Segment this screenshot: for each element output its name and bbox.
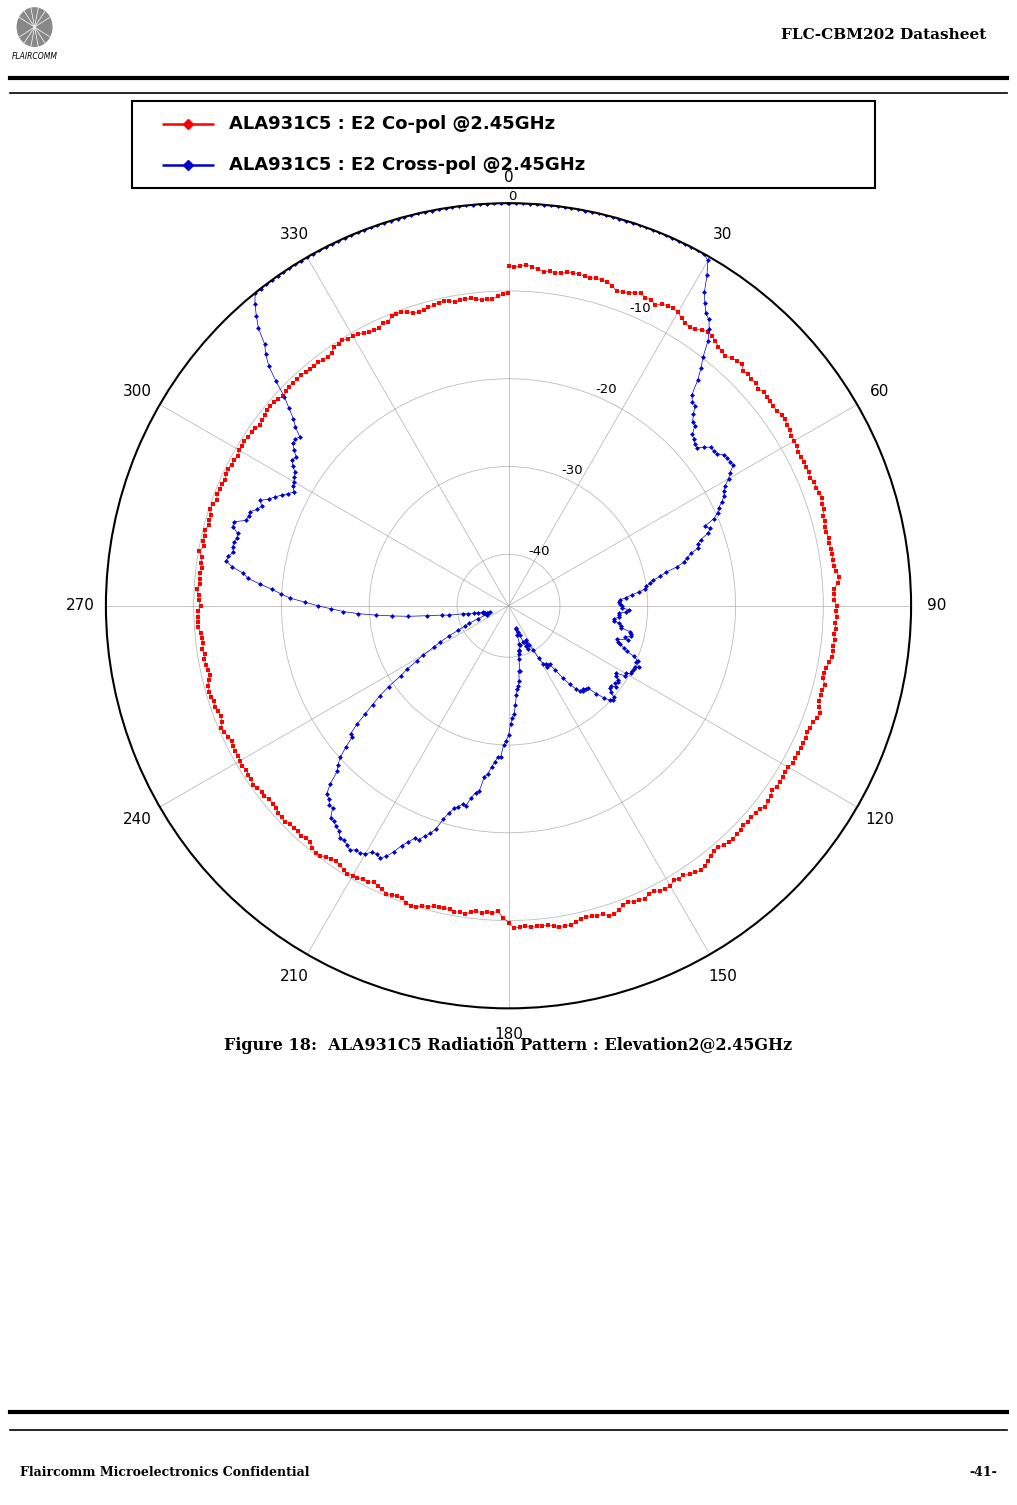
ALA931C5 : E2 Co-pol @2.45GHz: (5.55, -10.6): E2 Co-pol @2.45GHz: (5.55, -10.6) bbox=[295, 366, 307, 384]
ALA931C5 : E2 Co-pol @2.45GHz: (3.96, -10.5): E2 Co-pol @2.45GHz: (3.96, -10.5) bbox=[276, 808, 288, 826]
ALA931C5 : E2 Co-pol @2.45GHz: (0.192, -7.22): E2 Co-pol @2.45GHz: (0.192, -7.22) bbox=[567, 263, 580, 281]
ALA931C5 : E2 Cross-pol @2.45GHz: (4.38, -43.7): E2 Cross-pol @2.45GHz: (4.38, -43.7) bbox=[484, 604, 496, 622]
Text: Figure 18:  ALA931C5 Radiation Pattern : Elevation2@2.45GHz: Figure 18: ALA931C5 Radiation Pattern : … bbox=[225, 1037, 792, 1055]
Line: ALA931C5 : E2 Cross-pol @2.45GHz: ALA931C5 : E2 Cross-pol @2.45GHz bbox=[225, 202, 735, 859]
ALA931C5 : E2 Cross-pol @2.45GHz: (3.79, -13.8): E2 Cross-pol @2.45GHz: (3.79, -13.8) bbox=[333, 822, 345, 840]
ALA931C5 : E2 Co-pol @2.45GHz: (1.19, -8.3): E2 Co-pol @2.45GHz: (1.19, -8.3) bbox=[809, 473, 821, 491]
ALA931C5 : E2 Co-pol @2.45GHz: (3.82, -10.3): E2 Co-pol @2.45GHz: (3.82, -10.3) bbox=[306, 840, 318, 858]
ALA931C5 : E2 Cross-pol @2.45GHz: (5.53, -5.14): E2 Cross-pol @2.45GHz: (5.53, -5.14) bbox=[258, 336, 271, 354]
Line: ALA931C5 : E2 Co-pol @2.45GHz: ALA931C5 : E2 Co-pol @2.45GHz bbox=[195, 263, 841, 930]
Circle shape bbox=[17, 8, 52, 47]
ALA931C5 : E2 Cross-pol @2.45GHz: (1.17, -20.5): E2 Cross-pol @2.45GHz: (1.17, -20.5) bbox=[708, 510, 720, 528]
Text: ALA931C5 : E2 Cross-pol @2.45GHz: ALA931C5 : E2 Cross-pol @2.45GHz bbox=[229, 155, 585, 173]
ALA931C5 : E2 Cross-pol @2.45GHz: (6.28, 0): E2 Cross-pol @2.45GHz: (6.28, 0) bbox=[502, 194, 515, 212]
Text: -41-: -41- bbox=[969, 1466, 997, 1479]
Text: ALA931C5 : E2 Co-pol @2.45GHz: ALA931C5 : E2 Co-pol @2.45GHz bbox=[229, 116, 555, 134]
ALA931C5 : E2 Co-pol @2.45GHz: (3.61, -10.6): E2 Co-pol @2.45GHz: (3.61, -10.6) bbox=[362, 873, 374, 891]
ALA931C5 : E2 Cross-pol @2.45GHz: (3.58, -14.9): E2 Cross-pol @2.45GHz: (3.58, -14.9) bbox=[387, 843, 400, 861]
ALA931C5 : E2 Cross-pol @2.45GHz: (3.93, -17.1): E2 Cross-pol @2.45GHz: (3.93, -17.1) bbox=[324, 775, 337, 793]
Text: FLAIRCOMM: FLAIRCOMM bbox=[11, 53, 58, 60]
ALA931C5 : E2 Co-pol @2.45GHz: (0.0524, -6.94): E2 Co-pol @2.45GHz: (0.0524, -6.94) bbox=[521, 256, 533, 274]
ALA931C5 : E2 Co-pol @2.45GHz: (3.18, -11.1): E2 Co-pol @2.45GHz: (3.18, -11.1) bbox=[492, 901, 504, 920]
Text: Flaircomm Microelectronics Confidential: Flaircomm Microelectronics Confidential bbox=[20, 1466, 310, 1479]
ALA931C5 : E2 Co-pol @2.45GHz: (0, -7.13): E2 Co-pol @2.45GHz: (0, -7.13) bbox=[502, 257, 515, 275]
ALA931C5 : E2 Co-pol @2.45GHz: (6.28, -10.2): E2 Co-pol @2.45GHz: (6.28, -10.2) bbox=[502, 284, 515, 303]
ALA931C5 : E2 Cross-pol @2.45GHz: (0, 0): E2 Cross-pol @2.45GHz: (0, 0) bbox=[502, 194, 515, 212]
FancyBboxPatch shape bbox=[132, 101, 875, 188]
Text: 0: 0 bbox=[508, 190, 517, 203]
Text: FLC-CBM202 Datasheet: FLC-CBM202 Datasheet bbox=[781, 29, 986, 42]
ALA931C5 : E2 Cross-pol @2.45GHz: (0.175, 0): E2 Cross-pol @2.45GHz: (0.175, 0) bbox=[573, 200, 585, 218]
